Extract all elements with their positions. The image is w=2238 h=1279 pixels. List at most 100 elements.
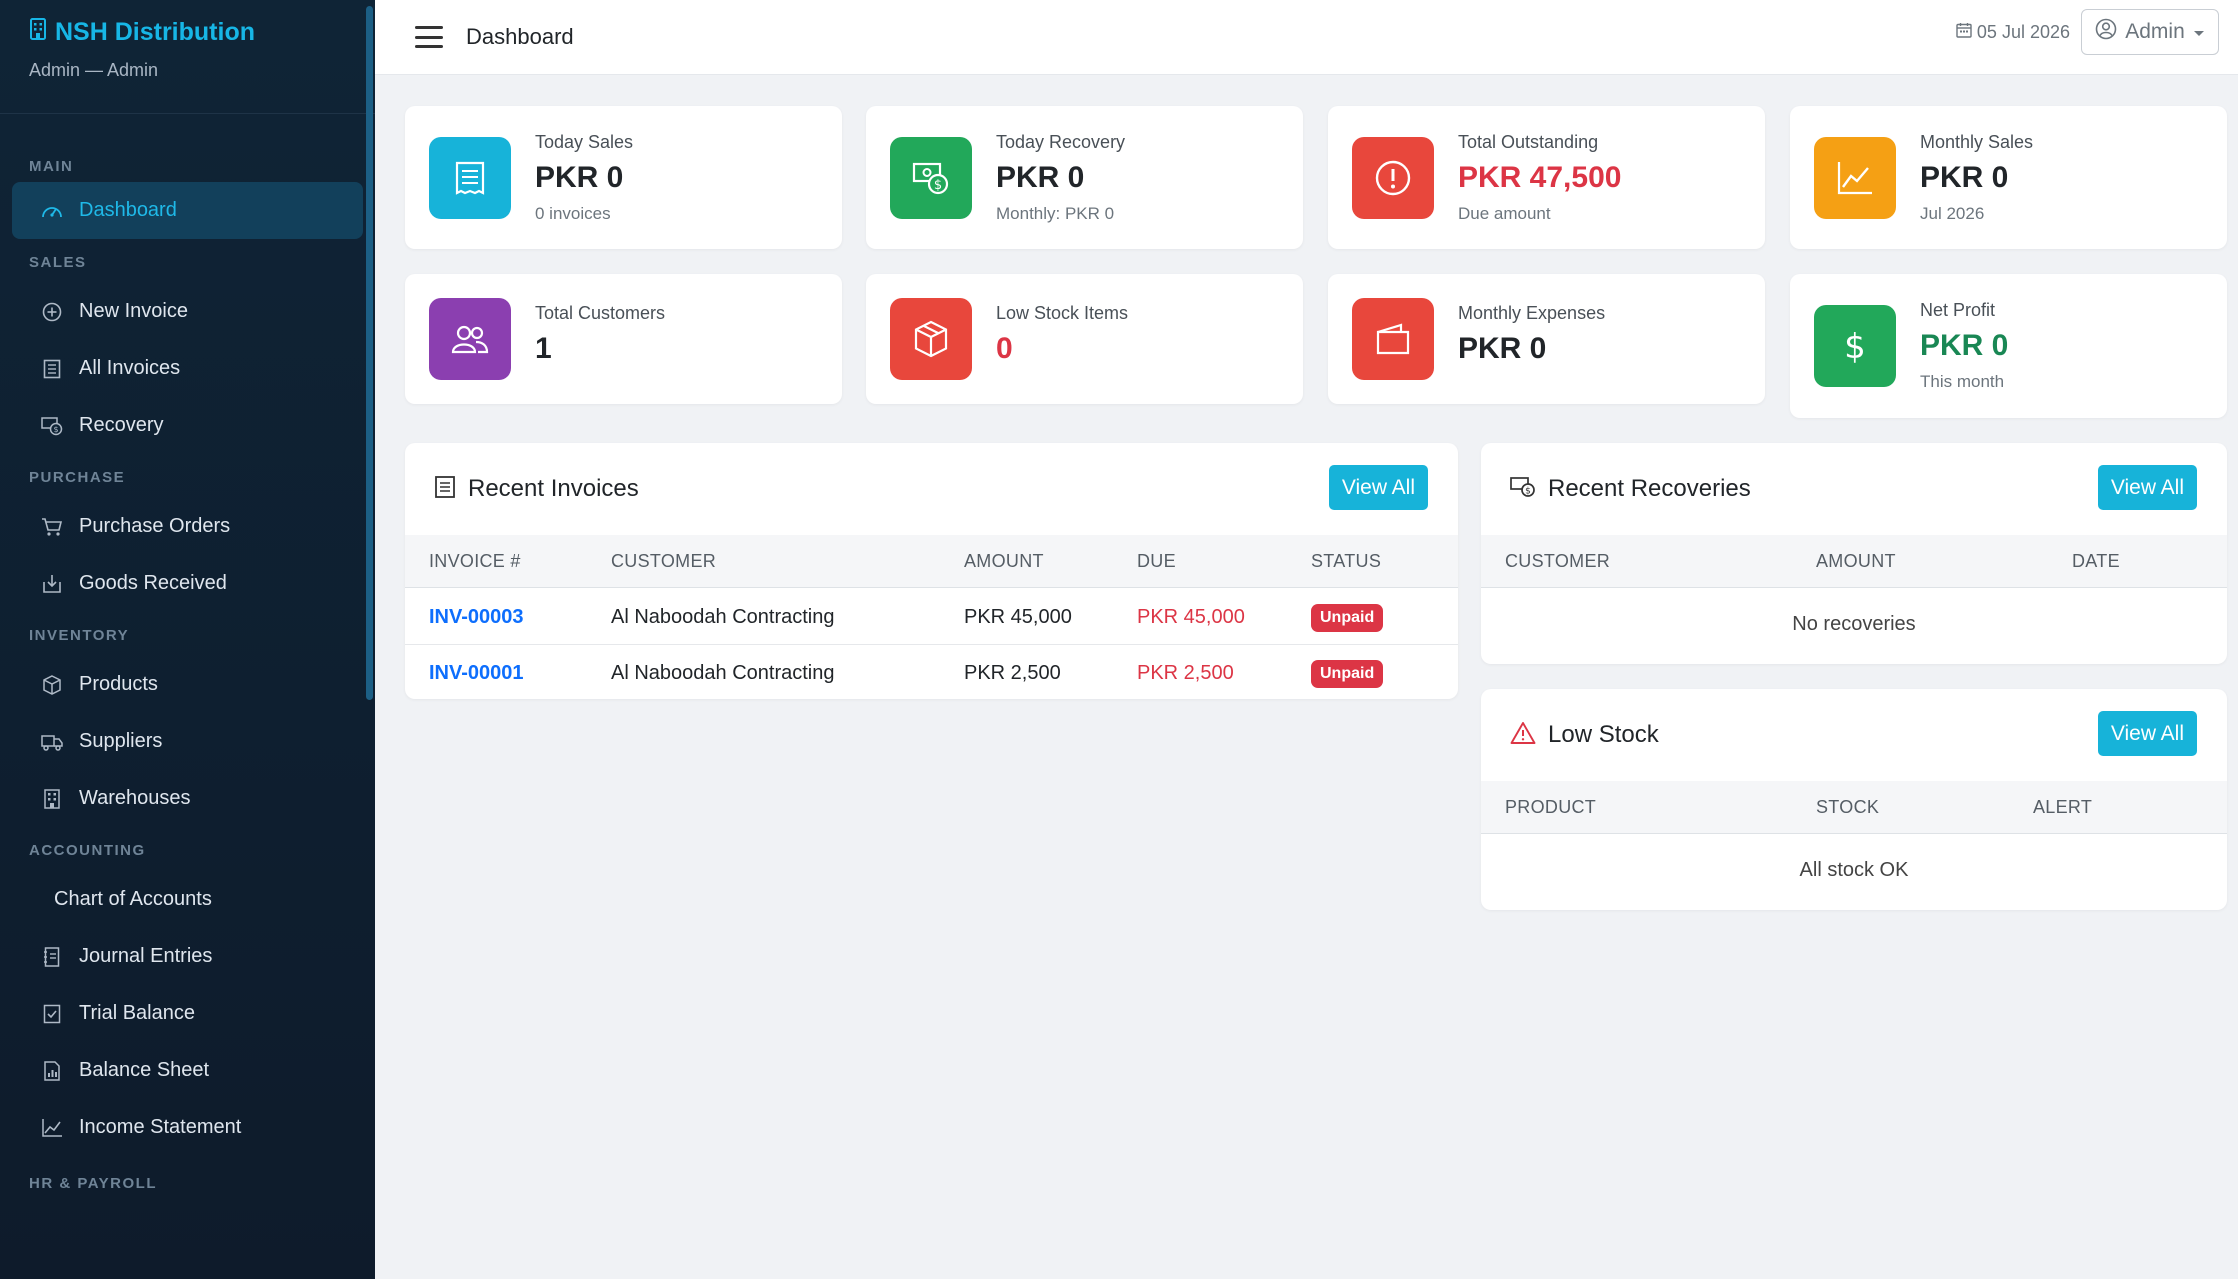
section-inventory: INVENTORY	[29, 627, 130, 644]
sidebar-scrollbar[interactable]	[366, 6, 373, 700]
stat-value: PKR 47,500	[1458, 161, 1622, 194]
panel-header: Low Stock	[1481, 689, 2227, 781]
stat-value: PKR 0	[1920, 161, 2009, 194]
stat-card-today-recovery: $ Today Recovery PKR 0 Monthly: PKR 0	[866, 106, 1303, 249]
sidebar-item-label: Recovery	[79, 414, 164, 436]
column-header: ALERT	[2033, 797, 2093, 817]
amount-cell: PKR 2,500	[964, 662, 1061, 684]
user-menu-button[interactable]: Admin	[2081, 9, 2219, 55]
empty-message: No recoveries	[1792, 613, 1916, 635]
sidebar-item-chart-of-accounts[interactable]: Chart of Accounts	[12, 871, 363, 928]
panel-header: Recent Invoices	[405, 443, 1458, 535]
cash-coin-icon: $	[41, 415, 63, 437]
sidebar-item-income-statement[interactable]: Income Statement	[12, 1099, 363, 1156]
amount-cell: PKR 45,000	[964, 606, 1072, 628]
current-date: 05 Jul 2026	[1956, 22, 2070, 43]
cart-icon	[41, 516, 63, 538]
box-icon	[41, 674, 63, 696]
stat-label: Today Sales	[535, 132, 634, 152]
svg-text:$: $	[934, 178, 942, 193]
sidebar-item-goods-received[interactable]: Goods Received	[12, 555, 363, 612]
stat-value: 0	[996, 332, 1013, 365]
receipt-icon	[41, 358, 63, 380]
cash-coin-icon: $	[890, 137, 972, 219]
sidebar-item-new-invoice[interactable]: New Invoice	[12, 283, 363, 340]
sidebar-item-suppliers[interactable]: Suppliers	[12, 713, 363, 770]
sidebar-item-trial-balance[interactable]: Trial Balance	[12, 985, 363, 1042]
recent-recoveries-panel: $ Recent Recoveries View All CUSTOMER AM…	[1481, 443, 2227, 664]
stat-label: Total Customers	[535, 303, 666, 323]
stat-value: PKR 0	[1458, 332, 1547, 365]
view-all-recoveries-button[interactable]: View All	[2097, 465, 2197, 510]
check-square-icon	[41, 1003, 63, 1025]
stat-sub: 0 invoices	[535, 204, 611, 223]
column-header: CUSTOMER	[611, 551, 717, 571]
status-badge: Unpaid	[1311, 604, 1384, 632]
sidebar-item-label: Purchase Orders	[79, 515, 231, 537]
brand-subtitle: Admin — Admin	[29, 60, 159, 80]
building-icon	[41, 788, 63, 810]
exclamation-circle-icon	[1352, 137, 1434, 219]
empty-message: All stock OK	[1799, 859, 1909, 881]
sidebar-item-all-invoices[interactable]: All Invoices	[12, 340, 363, 397]
sidebar-item-label: Suppliers	[79, 730, 163, 752]
stat-value: PKR 0	[1920, 329, 2009, 362]
stat-card-net-profit: $ Net Profit PKR 0 This month	[1790, 274, 2227, 418]
sidebar: NSH Distribution Admin — Admin MAIN Dash…	[0, 0, 375, 1279]
menu-toggle-icon[interactable]	[415, 26, 443, 48]
user-name: Admin	[2125, 20, 2185, 43]
stat-label: Monthly Expenses	[1458, 303, 1606, 323]
box-arrow-in-icon	[41, 573, 63, 595]
section-main: MAIN	[29, 158, 74, 175]
warning-triangle-icon	[1510, 721, 1536, 750]
low-stock-panel: Low Stock View All PRODUCT STOCK ALERT A…	[1481, 689, 2227, 910]
brand-title[interactable]: NSH Distribution	[29, 18, 346, 47]
stat-card-today-sales: Today Sales PKR 0 0 invoices	[405, 106, 842, 249]
stat-sub: Due amount	[1458, 204, 1551, 223]
stat-sub: Monthly: PKR 0	[996, 204, 1115, 223]
sidebar-item-label: Journal Entries	[79, 945, 213, 967]
truck-icon	[41, 731, 63, 753]
receipt-icon	[434, 475, 456, 504]
column-header: STATUS	[1311, 551, 1382, 571]
user-circle-icon	[2095, 18, 2117, 46]
sidebar-item-dashboard[interactable]: Dashboard	[12, 182, 363, 239]
sidebar-item-label: Income Statement	[79, 1116, 242, 1138]
due-cell: PKR 2,500	[1137, 662, 1234, 684]
invoice-link[interactable]: INV-00001	[429, 662, 524, 684]
people-icon	[429, 298, 511, 380]
sidebar-item-warehouses[interactable]: Warehouses	[12, 770, 363, 827]
speedometer-icon	[41, 200, 63, 222]
box-icon	[890, 298, 972, 380]
due-cell: PKR 45,000	[1137, 606, 1245, 628]
view-all-low-stock-button[interactable]: View All	[2097, 711, 2197, 756]
sidebar-item-label: Products	[79, 673, 158, 695]
stat-label: Today Recovery	[996, 132, 1126, 152]
sidebar-item-purchase-orders[interactable]: Purchase Orders	[12, 498, 363, 555]
table-row: INV-00003 Al Naboodah Contracting PKR 45…	[405, 589, 1458, 645]
sidebar-item-label: Chart of Accounts	[54, 888, 212, 910]
sidebar-item-recovery[interactable]: $ Recovery	[12, 397, 363, 454]
sidebar-item-balance-sheet[interactable]: Balance Sheet	[12, 1042, 363, 1099]
panel-title: Recent Invoices	[468, 475, 639, 502]
cash-coin-icon: $	[1510, 475, 1536, 504]
section-accounting: ACCOUNTING	[29, 842, 146, 859]
plus-circle-icon	[41, 301, 63, 323]
panel-title: Low Stock	[1548, 721, 1659, 748]
date-text: 05 Jul 2026	[1976, 22, 2070, 42]
view-all-invoices-button[interactable]: View All	[1328, 465, 1428, 510]
sidebar-item-label: Warehouses	[79, 787, 191, 809]
column-header: DUE	[1137, 551, 1176, 571]
stat-card-total-customers: Total Customers 1	[405, 274, 842, 404]
sidebar-item-products[interactable]: Products	[12, 656, 363, 713]
sidebar-item-journal-entries[interactable]: Journal Entries	[12, 928, 363, 985]
invoice-link[interactable]: INV-00003	[429, 606, 524, 628]
stat-label: Total Outstanding	[1458, 132, 1599, 152]
sidebar-item-label: Goods Received	[79, 572, 227, 594]
customer-cell: Al Naboodah Contracting	[611, 606, 835, 628]
brand: NSH Distribution Admin — Admin	[0, 0, 375, 114]
receipt-icon	[429, 137, 511, 219]
graph-up-icon	[1814, 137, 1896, 219]
table-row: INV-00001 Al Naboodah Contracting PKR 2,…	[405, 645, 1458, 699]
section-hr-payroll: HR & PAYROLL	[29, 1175, 158, 1192]
